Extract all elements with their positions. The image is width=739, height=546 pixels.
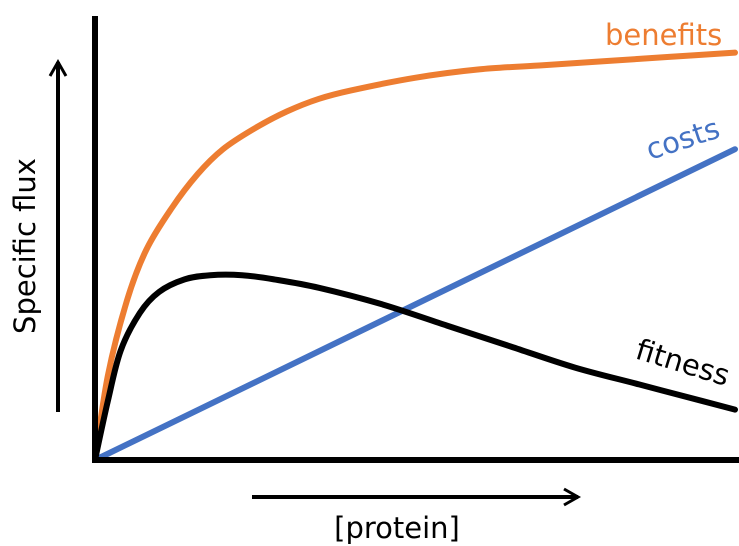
series-label-benefits: benefits [605, 18, 722, 52]
y-axis-label: Specific flux [8, 158, 42, 334]
x-axis-label: [protein] [334, 511, 460, 545]
series-line-benefits [92, 49, 738, 463]
series-layer [92, 49, 738, 463]
series-line-costs [92, 146, 738, 463]
series-line-fitness [92, 271, 738, 463]
